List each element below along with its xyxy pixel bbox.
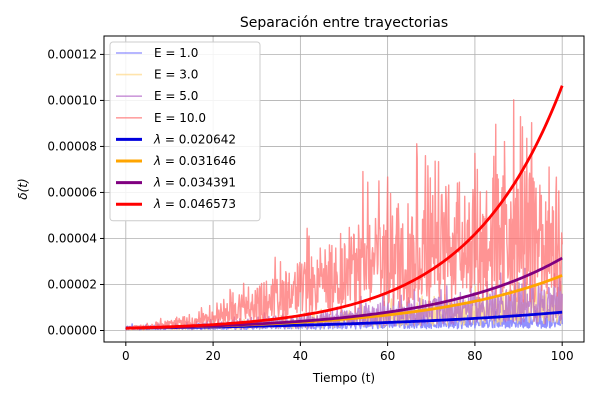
y-tick-label: 0.00010 [47,93,97,107]
legend-lambda-value: = 0.020642 [161,132,236,146]
legend: E = 1.0 E = 3.0 E = 5.0 E = 10.0 λ = 0.02064… [109,41,261,222]
legend-entry-label: E = 5.0 [154,89,198,103]
x-tick-label: 80 [467,349,482,363]
y-tick-label: 0.00012 [47,47,97,61]
legend-entry-label: λ = 0.046573 [153,197,236,211]
legend-entry-label: λ = 0.034391 [153,176,236,190]
legend-lambda-symbol: λ [153,154,161,168]
y-tick-label: 0.00002 [47,277,97,291]
legend-entry-label: E = 3.0 [154,68,198,82]
x-tick-label: 0 [122,349,130,363]
x-tick-label: 40 [293,349,308,363]
fit-series-line [125,85,564,330]
x-tick-label: 60 [380,349,395,363]
plot-frame [103,35,585,343]
legend-lambda-symbol: λ [153,132,161,146]
legend-box [109,41,261,222]
legend-lambda-value: = 0.031646 [161,154,236,168]
x-tick-label: 20 [205,349,220,363]
legend-lambda-symbol: λ [153,176,161,190]
y-tick-label: 0.00006 [47,185,97,199]
legend-entry-label: E = 10.0 [154,111,206,125]
y-tick-label: 0.00004 [47,231,97,245]
legend-lambda-symbol: λ [153,197,161,211]
y-tick-label: 0.00008 [47,139,97,153]
legend-entry-label: E = 1.0 [154,46,198,60]
legend-entry-label: λ = 0.031646 [153,154,236,168]
raw-series-line [125,99,563,331]
y-axis-label: δ(t) [16,178,30,199]
x-axis-label: Tiempo (t) [312,371,375,385]
x-tick-label: 100 [551,349,574,363]
legend-entry-label: λ = 0.020642 [153,132,236,146]
axis-ticks: 0 20 40 60 80 100 0.00000 0.00002 0.00004 0.00006… [47,47,573,363]
y-tick-label: 0.00000 [47,323,97,337]
chart-title: Separación entre trayectorias [240,15,448,31]
legend-lambda-value: = 0.034391 [161,176,236,190]
legend-lambda-value: = 0.046573 [161,197,236,211]
fit-series-layer [125,85,564,330]
